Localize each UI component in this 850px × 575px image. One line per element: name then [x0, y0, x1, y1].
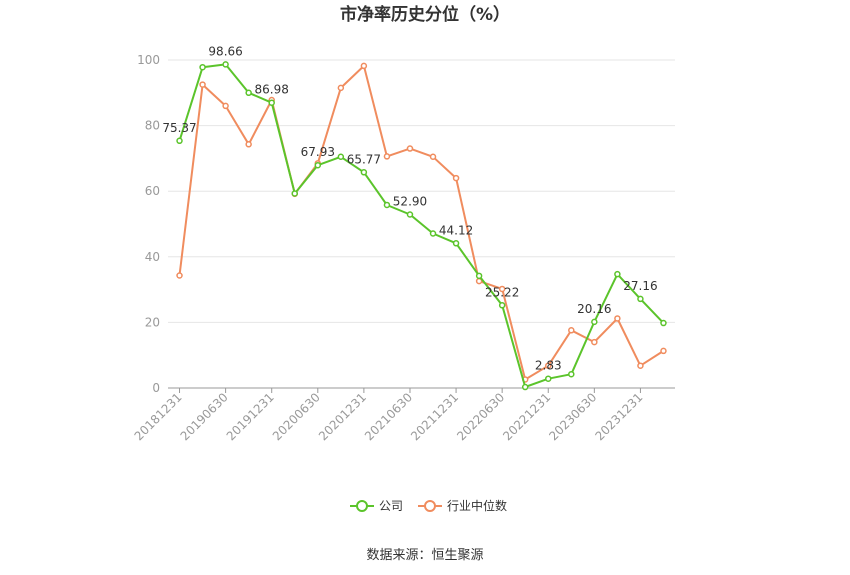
- data-point: [498, 302, 506, 309]
- y-tick-label: 40: [145, 250, 160, 264]
- source-note: 数据来源：恒生聚源: [366, 548, 483, 563]
- data-point: [222, 61, 229, 68]
- data-point: [591, 338, 598, 346]
- x-tick-label: 20181231: [132, 390, 185, 443]
- data-point: [452, 240, 460, 247]
- data-point: [614, 315, 621, 322]
- data-labels: 75.37 98.66 86.98 67.93 65.77 52.90 44.12 25.22…: [162, 44, 657, 372]
- data-point: [521, 383, 529, 391]
- chart-title: 市净率历史分位（%）: [340, 4, 510, 25]
- data-label: 2.83: [535, 359, 562, 373]
- data-point: [176, 137, 183, 145]
- grid: [168, 59, 675, 323]
- y-tick-label: 20: [145, 315, 160, 329]
- data-label: 65.77: [347, 152, 381, 166]
- series-layer: [176, 61, 667, 391]
- legend-marker-icon: [356, 500, 368, 512]
- data-point: [268, 99, 275, 106]
- data-point: [199, 81, 206, 88]
- legend[interactable]: 公司 行业中位数: [350, 498, 507, 513]
- x-tick-label: 20220630: [454, 390, 507, 443]
- data-label: 86.98: [255, 83, 289, 97]
- x-tick-label: 20210630: [362, 390, 415, 443]
- x-tick-label: 20201231: [316, 390, 369, 443]
- data-point: [222, 102, 229, 110]
- data-point: [383, 153, 391, 160]
- data-point: [568, 327, 575, 334]
- data-point: [660, 347, 667, 355]
- data-point: [314, 161, 322, 169]
- data-point: [176, 272, 183, 279]
- data-label: 27.16: [623, 279, 657, 293]
- data-point: [545, 362, 552, 369]
- y-axis: 0 20 40 60 80 100: [137, 53, 160, 395]
- x-tick-label: 20221231: [500, 390, 553, 443]
- data-point: [498, 285, 506, 293]
- data-point: [360, 169, 368, 176]
- y-tick-label: 0: [152, 381, 160, 395]
- data-label: 75.37: [162, 121, 196, 135]
- data-point: [245, 141, 252, 148]
- data-label: 67.93: [301, 145, 335, 159]
- legend-item[interactable]: 公司: [350, 499, 403, 513]
- legend-label: 公司: [379, 499, 403, 513]
- legend-label: 行业中位数: [447, 498, 507, 513]
- data-label: 44.12: [439, 223, 473, 237]
- x-axis: 2018123120190630201912312020063020201231…: [132, 387, 675, 443]
- data-point: [337, 153, 345, 161]
- series-line: [178, 63, 665, 388]
- legend-item[interactable]: 行业中位数: [418, 498, 507, 513]
- data-point: [545, 375, 552, 382]
- data-point: [637, 362, 644, 369]
- x-tick-label: 20211231: [408, 390, 461, 443]
- legend-marker-icon: [424, 500, 436, 512]
- data-point: [429, 153, 437, 161]
- data-point: [568, 370, 575, 378]
- data-point: [291, 190, 298, 197]
- y-tick-label: 60: [145, 184, 160, 198]
- data-point: [383, 201, 391, 209]
- data-point: [199, 63, 206, 71]
- data-point: [406, 211, 414, 218]
- data-point: [452, 174, 460, 182]
- y-tick-label: 80: [145, 119, 160, 133]
- data-point: [245, 89, 252, 97]
- data-point: [660, 319, 667, 327]
- data-label: 25.22: [485, 285, 519, 299]
- data-label: 98.66: [208, 44, 242, 58]
- x-tick-label: 20231231: [592, 390, 645, 443]
- data-point: [337, 84, 345, 92]
- series-line: [178, 64, 665, 381]
- data-point: [591, 318, 598, 326]
- x-tick-label: 20230630: [546, 390, 599, 443]
- x-tick-label: 20190630: [178, 390, 231, 443]
- data-label: 20.16: [577, 302, 611, 316]
- data-point: [614, 270, 621, 278]
- data-point: [406, 145, 414, 152]
- data-point: [429, 230, 437, 237]
- data-point: [475, 272, 483, 280]
- x-tick-label: 20200630: [270, 390, 323, 443]
- x-tick-label: 20191231: [224, 390, 277, 443]
- y-tick-label: 100: [137, 53, 160, 67]
- data-point: [360, 62, 368, 70]
- data-point: [637, 295, 644, 303]
- data-label: 52.90: [393, 194, 427, 208]
